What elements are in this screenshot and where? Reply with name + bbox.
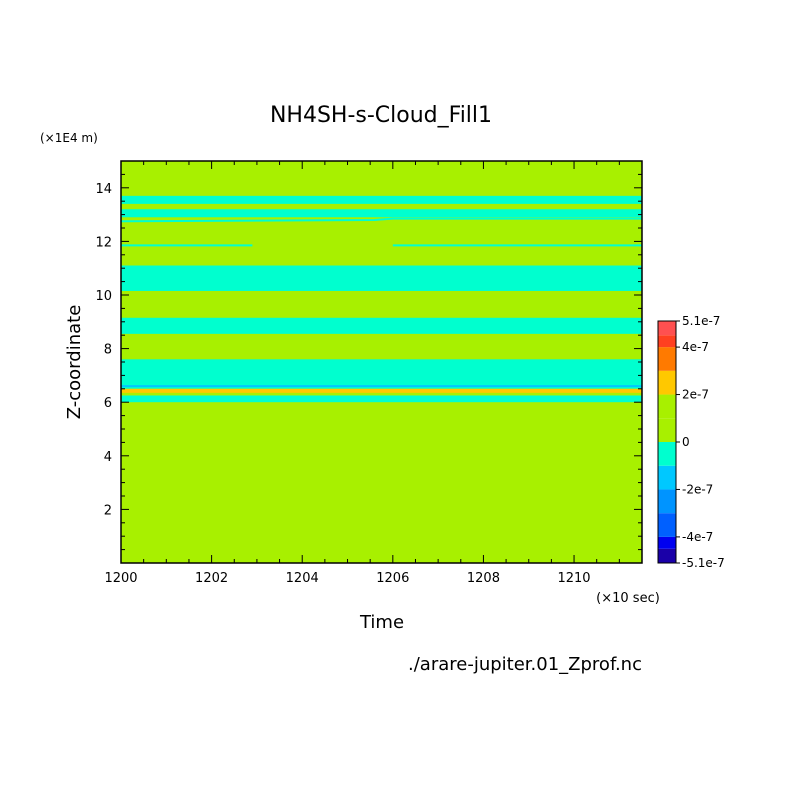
- contour-line: [121, 217, 642, 223]
- y-tick-label: 2: [104, 503, 112, 518]
- colorbar-label: -4e-7: [682, 530, 713, 544]
- y-unit-label: (×1E4 m): [40, 131, 98, 145]
- contour-band: [121, 359, 642, 389]
- x-axis: 1200 1202 1204 1206 1208 1210: [104, 161, 620, 586]
- contour-band: [121, 195, 642, 204]
- plot-area: [121, 161, 642, 563]
- y-tick-label: 4: [104, 450, 112, 465]
- x-tick-label: 1202: [195, 571, 228, 586]
- colorbar-swatch: [658, 418, 676, 442]
- y-tick-label: 10: [95, 289, 112, 304]
- colorbar-swatch: [658, 536, 676, 549]
- colorbar-swatch: [658, 347, 676, 371]
- y-axis-title: Z-coordinate: [64, 305, 85, 420]
- source-file-label: ./arare-jupiter.01_Zprof.nc: [408, 654, 642, 675]
- colorbar-label: 2e-7: [682, 388, 709, 402]
- x-tick-label: 1210: [557, 571, 590, 586]
- y-axis: 2 4 6 8 10 12 14: [95, 173, 642, 551]
- contour-band: [121, 209, 642, 218]
- colorbar-label: -5.1e-7: [682, 556, 725, 570]
- contour-band: [121, 317, 642, 334]
- colorbar-label: 0: [682, 435, 690, 449]
- contour-band: [121, 388, 642, 393]
- colorbar-swatch: [658, 513, 676, 537]
- colorbar-swatch: [658, 321, 676, 336]
- y-tick-label: 8: [104, 343, 112, 358]
- y-tick-label: 6: [104, 396, 112, 411]
- colorbar-swatch: [658, 548, 676, 563]
- colorbar-swatch: [658, 394, 676, 419]
- colorbar-swatch: [658, 335, 676, 348]
- colorbar-label: -2e-7: [682, 482, 713, 496]
- x-unit-label: (×10 sec): [596, 591, 660, 606]
- colorbar-swatch: [658, 489, 676, 514]
- x-tick-label: 1206: [376, 571, 409, 586]
- x-tick-label: 1208: [467, 571, 500, 586]
- contour-band: [121, 395, 642, 403]
- colorbar-swatch: [658, 465, 676, 490]
- contour-band: [121, 265, 642, 291]
- x-tick-label: 1204: [286, 571, 319, 586]
- colorbar-swatch: [658, 442, 676, 466]
- colorbar-label: 4e-7: [682, 340, 709, 354]
- colorbar-swatch: [658, 370, 676, 395]
- chart-title: NH4SH-s-Cloud_Fill1: [270, 103, 492, 128]
- y-tick-label: 12: [95, 235, 112, 250]
- y-tick-label: 14: [95, 182, 112, 197]
- colorbar: 5.1e-7 4e-7 2e-7 0 -2e-7 -4e-7 -5.1e-7: [657, 314, 725, 570]
- x-axis-title: Time: [359, 612, 404, 633]
- colorbar-label: 5.1e-7: [682, 314, 720, 328]
- x-tick-label: 1200: [104, 571, 137, 586]
